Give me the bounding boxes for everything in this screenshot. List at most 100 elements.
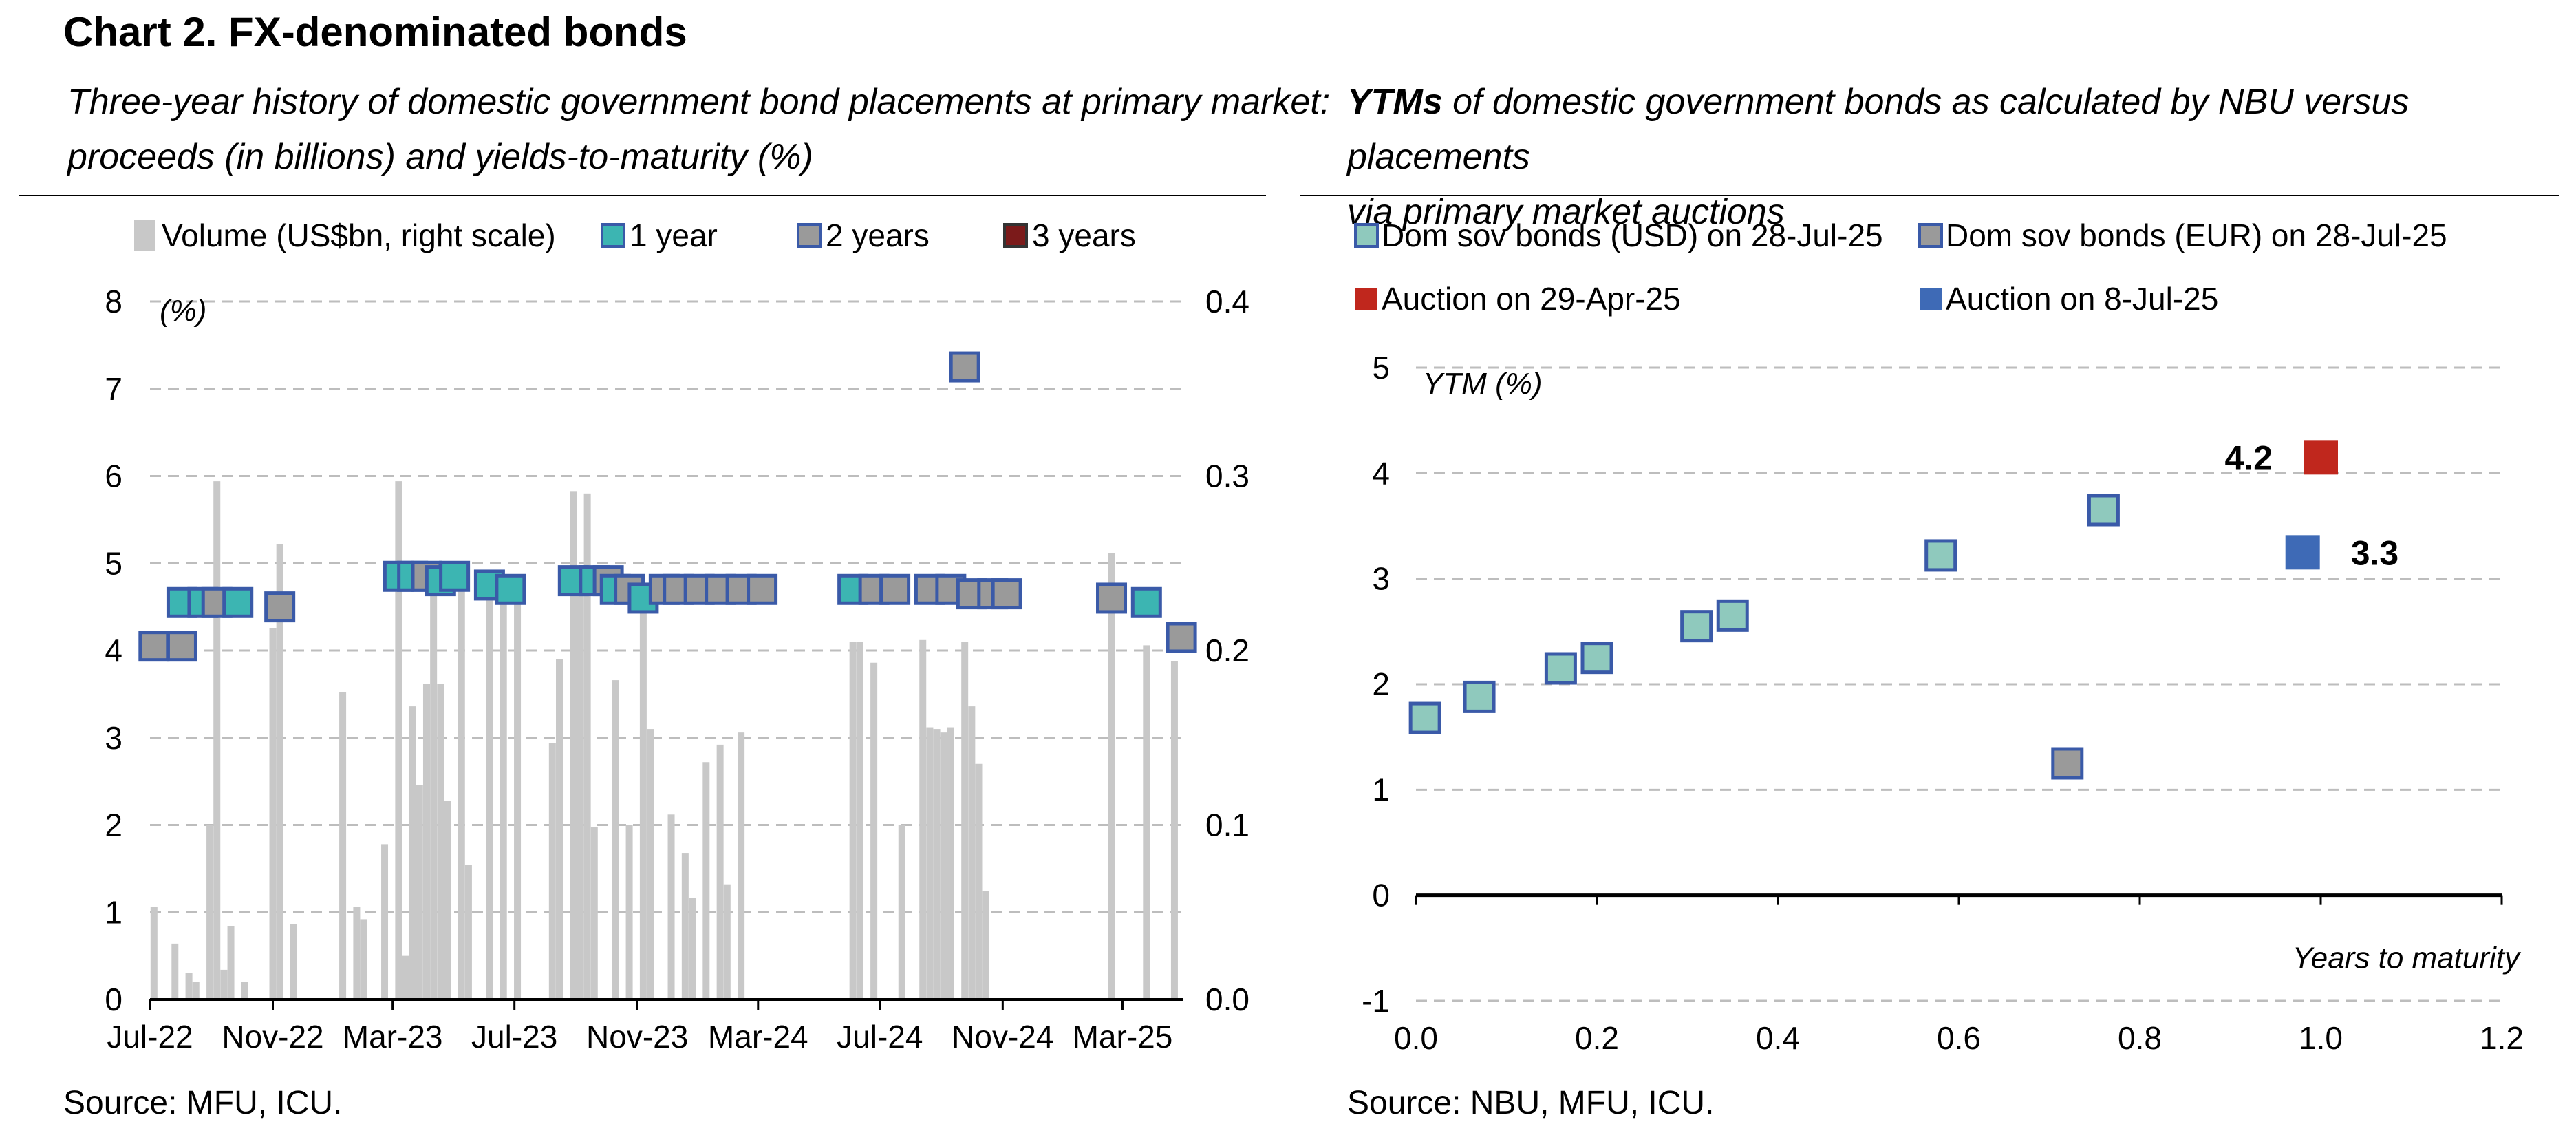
yield-marker-two_years	[138, 631, 170, 662]
y-left-tick-label: 7	[105, 371, 122, 407]
legend-swatch-usd	[1354, 223, 1379, 248]
volume-bar	[723, 884, 731, 999]
x-tick-label: Jul-22	[107, 1019, 193, 1055]
volume-bar	[919, 639, 927, 999]
volume-bar	[975, 763, 983, 999]
y-left-tick-label: 0	[105, 982, 122, 1017]
volume-bar	[716, 744, 724, 999]
yield-marker-one_year	[222, 586, 254, 618]
volume-bar	[422, 684, 430, 999]
legend-swatch-auction_apr	[1355, 288, 1377, 310]
y-right-tick-label: 0.3	[1205, 458, 1249, 494]
x-tick-label: Mar-25	[1073, 1019, 1173, 1055]
volume-bar	[514, 591, 522, 999]
point-usd	[1408, 701, 1441, 734]
volume-bar	[570, 491, 577, 999]
legend-swatch-one_year	[601, 223, 625, 248]
volume-bar	[444, 801, 451, 999]
yield-marker-two_years	[166, 631, 197, 662]
legend-label-eur: Dom sov bonds (EUR) on 28-Jul-25	[1946, 218, 2447, 253]
x-tick-label: 0.0	[1394, 1020, 1438, 1056]
volume-bar	[269, 628, 277, 999]
y-left-tick-label: 5	[105, 545, 122, 581]
y-left-tick-label: 3	[105, 720, 122, 756]
point-usd	[1924, 539, 1957, 572]
y-left-tick-label: 1	[105, 894, 122, 930]
volume-bar	[360, 919, 367, 999]
subtitle-bold-ytms: YTMs	[1347, 82, 1443, 122]
yield-marker-two_years	[991, 578, 1022, 610]
point-usd	[1716, 599, 1749, 632]
y-left-tick-label: 6	[105, 458, 122, 494]
right-subtitle-line-1: YTMs of domestic government bonds as cal…	[1347, 74, 2576, 184]
y-left-tick-label: 4	[105, 633, 122, 668]
volume-bar	[961, 642, 969, 999]
x-tick-label: 0.2	[1575, 1020, 1619, 1056]
volume-bar	[548, 743, 556, 999]
volume-bar	[583, 493, 591, 999]
volume-bar	[437, 684, 444, 999]
volume-bar	[947, 727, 954, 999]
point-auction_jul	[2285, 535, 2320, 570]
volume-bar	[625, 825, 633, 999]
volume-bar	[870, 662, 878, 999]
right-divider-rule	[1300, 195, 2559, 196]
volume-bar	[612, 680, 619, 999]
y-right-tick-label: 0.2	[1205, 633, 1249, 668]
volume-bar	[276, 544, 283, 999]
volume-bar	[241, 982, 248, 999]
legend-label-auction_jul: Auction on 8-Jul-25	[1946, 281, 2218, 317]
legend-swatch-three_years	[1003, 223, 1028, 248]
volume-bar	[500, 586, 507, 999]
right-chart: Dom sov bonds (USD) on 28-Jul-25 Dom sov …	[1354, 218, 2524, 1056]
yield-marker-two_years	[949, 351, 980, 383]
x-tick-label: Jul-23	[471, 1019, 557, 1055]
volume-bar	[647, 729, 654, 999]
volume-bar	[849, 642, 857, 999]
y-tick-label: 5	[1372, 350, 1390, 385]
legend-label-three_years: 3 years	[1032, 218, 1136, 253]
volume-bar	[1170, 661, 1178, 999]
y-tick-label: 3	[1372, 561, 1390, 597]
legend-swatch-eur	[1918, 223, 1943, 248]
volume-bar	[416, 785, 423, 999]
subtitle-rest: of domestic government bonds as calculat…	[1347, 82, 2409, 177]
volume-bar	[968, 706, 976, 999]
volume-bar	[681, 853, 689, 999]
volume-bar	[213, 481, 221, 999]
yield-marker-one_year	[495, 573, 526, 605]
x-tick-label: 0.6	[1937, 1020, 1981, 1056]
volume-bar	[381, 844, 389, 999]
volume-bar	[290, 924, 297, 999]
x-tick-label: Jul-24	[837, 1019, 923, 1055]
legend-label-volume: Volume (US$bn, right scale)	[162, 218, 556, 253]
x-tick-label: Nov-23	[586, 1019, 688, 1055]
volume-bar	[458, 586, 465, 999]
y-tick-label: 1	[1372, 772, 1390, 807]
point-auction_apr	[2304, 440, 2338, 475]
data-label-auction_apr: 4.2	[2224, 438, 2273, 477]
y-tick-label: -1	[1362, 983, 1390, 1019]
x-tick-label: 0.8	[2118, 1020, 2162, 1056]
yield-marker-two_years	[264, 591, 296, 623]
legend-swatch-auction_jul	[1920, 288, 1942, 310]
y-left-axis-label: (%)	[160, 294, 206, 328]
volume-bar	[898, 825, 905, 999]
left-subtitle-line-1: Three-year history of domestic governmen…	[67, 82, 1331, 122]
volume-bar	[1143, 645, 1150, 999]
volume-bar	[353, 907, 361, 999]
x-tick-label: Nov-24	[952, 1019, 1053, 1055]
yield-marker-two_years	[1096, 582, 1128, 614]
yield-marker-two_years	[747, 573, 778, 605]
volume-bar	[409, 706, 416, 999]
yield-marker-two_years	[879, 573, 911, 605]
volume-bar	[689, 898, 696, 999]
volume-bar	[856, 642, 863, 999]
y-right-tick-label: 0.1	[1205, 807, 1249, 843]
point-usd	[2087, 494, 2120, 527]
left-source-note: Source: MFU, ICU.	[63, 1085, 343, 1121]
page-title: Chart 2. FX-denominated bonds	[63, 9, 687, 55]
x-tick-label: Mar-24	[708, 1019, 808, 1055]
legend-label-usd: Dom sov bonds (USD) on 28-Jul-25	[1382, 218, 1883, 253]
left-divider-rule	[19, 195, 1266, 196]
